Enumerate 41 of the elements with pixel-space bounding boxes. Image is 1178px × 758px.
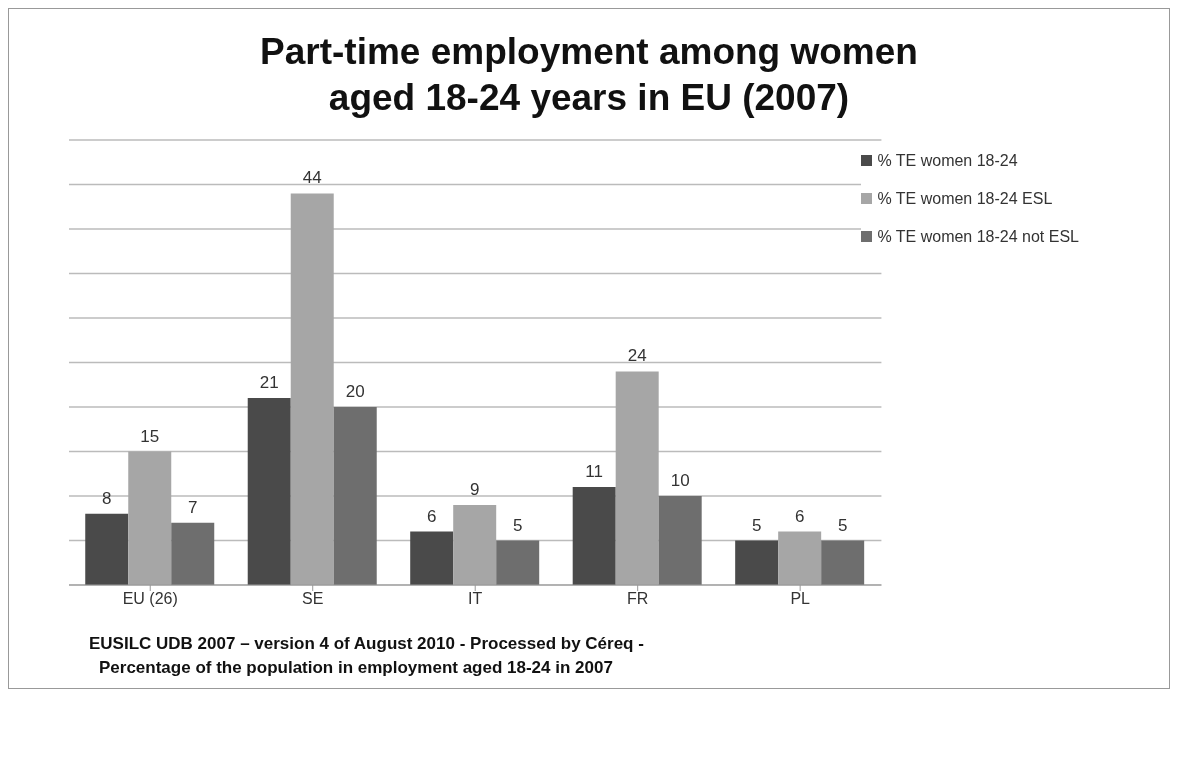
x-tick-label: SE: [302, 589, 324, 607]
bar: [410, 531, 454, 585]
legend-label: % TE women 18-24 ESL: [877, 189, 1053, 208]
data-label: 7: [188, 497, 198, 517]
bar: [821, 540, 865, 585]
data-label: 44: [302, 167, 322, 187]
bar: [85, 513, 129, 585]
data-label: 5: [751, 515, 762, 534]
bar: [333, 406, 377, 585]
bar: [735, 540, 779, 585]
data-label: 11: [585, 461, 604, 481]
x-tick-label: EU (26): [122, 589, 178, 607]
data-label: 21: [259, 372, 279, 392]
data-label: 6: [794, 506, 805, 526]
legend-label: % TE women 18-24: [877, 151, 1018, 170]
data-label: 8: [102, 488, 112, 508]
data-label: 24: [627, 345, 647, 365]
chart-title: Part-time employment among women aged 18-24 years in EU (2007): [259, 30, 919, 121]
text: EUSILC UDB 2007 – version 4 of August 2010 - Processed by Céreq -: [89, 633, 645, 654]
data-label: 5: [512, 515, 523, 534]
bar: [778, 531, 822, 585]
data-label: 20: [345, 381, 365, 401]
legend-label: % TE women 18-24 not ESL: [877, 227, 1079, 246]
bar: [128, 451, 172, 585]
data-label: 15: [140, 426, 160, 445]
data-label: 10: [670, 470, 690, 490]
data-label: 6: [426, 506, 437, 526]
bar: [171, 522, 215, 585]
bar: [658, 495, 702, 585]
text: Percentage of the population in employment aged 18-24 in 2007: [98, 657, 614, 678]
x-tick-label: FR: [627, 589, 649, 607]
bar: [247, 397, 291, 585]
bar: [290, 192, 334, 585]
data-label: 5: [837, 515, 848, 534]
bar: [572, 486, 616, 585]
bar: [615, 370, 659, 585]
bar: [453, 504, 497, 585]
bar: [496, 540, 540, 585]
x-tick-label: PL: [790, 589, 811, 607]
x-tick-label: IT: [468, 589, 483, 607]
data-label: 9: [469, 479, 480, 499]
